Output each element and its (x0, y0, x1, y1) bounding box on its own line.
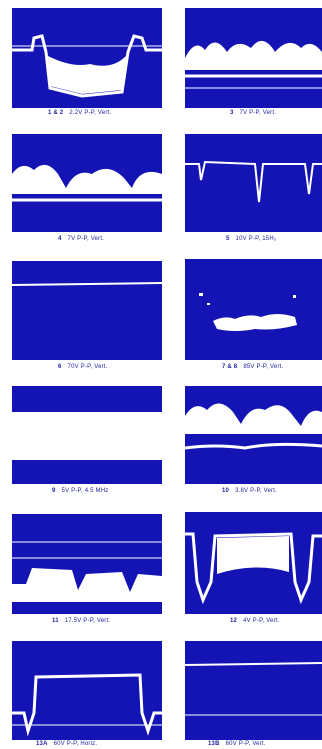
scope-caption-13a: 13A 60V P-P, Horiz. (36, 741, 97, 747)
scope-caption-12: 12 4V P-P, Vert. (230, 618, 280, 624)
panel-spec: 60V P-P, Vert. (225, 741, 266, 747)
panel-spec: 10V P-P, 15H₂ (235, 236, 277, 242)
panel-number: 12 (230, 618, 238, 624)
scope-trace-10 (185, 386, 322, 484)
scope-trace-9-top (12, 386, 162, 412)
scope-trace-3 (185, 8, 322, 108)
scope-caption-13b: 13B 60V P-P, Vert. (208, 741, 266, 747)
scope-caption-5: 5 10V P-P, 15H₂ (226, 236, 276, 242)
panel-spec: 17.5V P-P, Vert. (64, 618, 111, 624)
panel-number: 4 (58, 236, 62, 242)
scope-trace-12 (185, 512, 322, 614)
scope-trace-9-bottom (12, 460, 162, 484)
panel-number: 5 (226, 236, 230, 242)
panel-number: 11 (52, 618, 59, 624)
scope-trace-6 (12, 261, 162, 360)
scope-trace-13a (12, 641, 162, 740)
panel-number: 6 (58, 364, 62, 370)
panel-number: 3 (230, 110, 234, 116)
scope-caption-9: 9 5V P-P, 4.5 MHz (52, 488, 108, 494)
panel-spec: 5V P-P, 4.5 MHz (61, 488, 109, 494)
scope-trace-1-2 (12, 8, 162, 108)
scope-caption-6: 6 70V P-P, Vert. (58, 364, 108, 370)
scope-trace-13b (185, 641, 322, 740)
scope-caption-4: 4 7V P-P, Vert. (58, 236, 104, 242)
panel-spec: 3.8V P-P, Vert. (235, 488, 277, 494)
scope-trace-4 (12, 134, 162, 232)
panel-spec: 85V P-P, Vert. (243, 364, 284, 370)
panel-spec: 60V P-P, Horiz. (53, 741, 98, 747)
scope-caption-10: 10 3.8V P-P, Vert. (222, 488, 277, 494)
panel-spec: 70V P-P, Vert. (67, 364, 108, 370)
panel-number: 13A (36, 741, 48, 747)
panel-spec: 4V P-P, Vert. (243, 618, 280, 624)
panel-spec: 7V P-P, Vert. (67, 236, 105, 242)
panel-number: 1 & 2 (48, 110, 64, 116)
scope-caption-11: 11 17.5V P-P, Vert. (52, 618, 110, 624)
panel-spec: 7V P-P, Vert. (239, 110, 277, 116)
scope-trace-7-8 (185, 259, 322, 360)
panel-number: 7 & 8 (222, 364, 238, 370)
scope-trace-5 (185, 134, 322, 232)
scope-trace-11 (12, 514, 162, 614)
panel-number: 13B (208, 741, 220, 747)
panel-number: 9 (52, 488, 56, 494)
panel-number: 10 (222, 488, 230, 494)
scope-caption-1-2: 1 & 2 2.2V P-P, Vert. (48, 110, 111, 116)
panel-spec: 2.2V P-P, Vert. (69, 110, 112, 116)
scope-caption-7-8: 7 & 8 85V P-P, Vert. (222, 364, 283, 370)
scope-caption-3: 3 7V P-P, Vert. (230, 110, 276, 116)
